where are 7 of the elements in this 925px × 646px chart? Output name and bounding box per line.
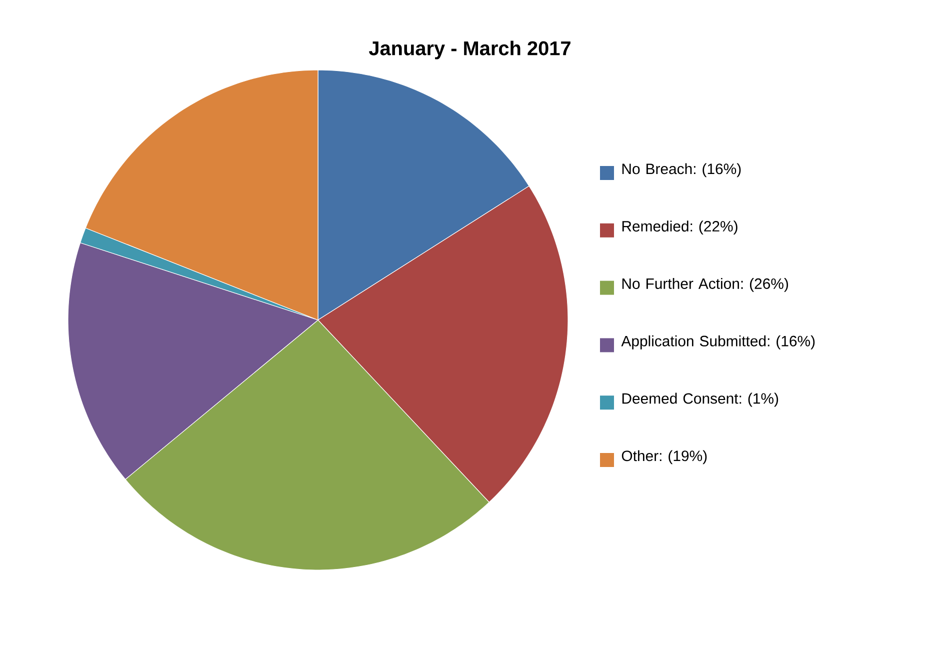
legend-label: Remedied: (22%) <box>622 220 738 235</box>
chart-title: January - March 2017 <box>368 40 570 60</box>
legend-label: Deemed Consent: (1%) <box>622 392 778 407</box>
legend-label: Application Submitted: (16%) <box>621 335 815 350</box>
legend-label: Other: (19%) <box>622 450 707 464</box>
legend-label: No Further Action: (26%) <box>622 278 788 292</box>
legend-label: No Breach: (16%) <box>622 163 741 178</box>
